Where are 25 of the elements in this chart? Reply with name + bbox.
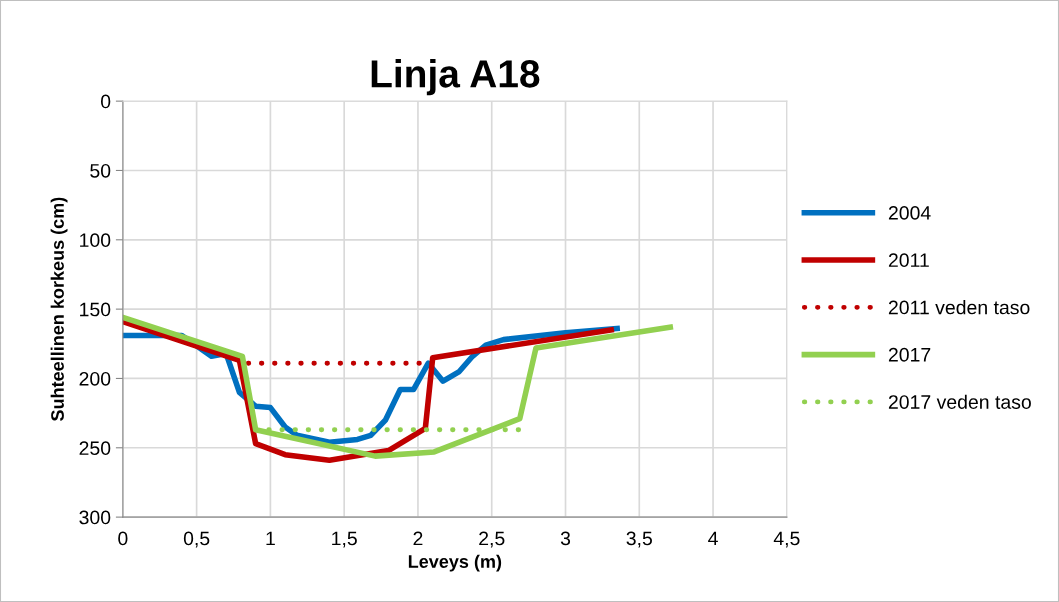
x-tick-label: 3 (560, 531, 571, 546)
legend-label: 2004 (888, 205, 931, 220)
y-tick-label: 200 (79, 371, 111, 386)
y-tick-label: 150 (80, 302, 111, 317)
legend-label: 2017 (888, 347, 931, 362)
x-tick-label: 0,5 (183, 531, 210, 548)
x-tick-label: 3,5 (626, 531, 652, 548)
y-tick-label: 300 (79, 510, 111, 525)
y-tick-label: 0 (100, 94, 111, 109)
y-tick-label: 50 (90, 163, 111, 178)
x-tick-label: 2,5 (479, 531, 505, 548)
x-tick-label: 4,5 (773, 531, 800, 548)
x-tick-label: 1 (266, 531, 275, 546)
x-tick-label: 4 (708, 531, 718, 546)
x-tick-label: 1,5 (332, 531, 357, 548)
legend-label: 2011 veden taso (888, 300, 1030, 315)
x-tick-label: 0 (118, 531, 128, 546)
legend-label: 2017 veden taso (888, 394, 1031, 409)
y-tick-label: 100 (80, 233, 111, 248)
y-tick-label: 250 (79, 441, 111, 456)
legend-label: 2011 (888, 253, 929, 268)
y-axis-title: Suhteellinen korkeus (cm) (50, 197, 68, 421)
x-axis-title: Leveys (m) (408, 554, 502, 572)
x-tick-label: 2 (413, 531, 423, 546)
chart-title: Linja A18 (371, 59, 540, 96)
